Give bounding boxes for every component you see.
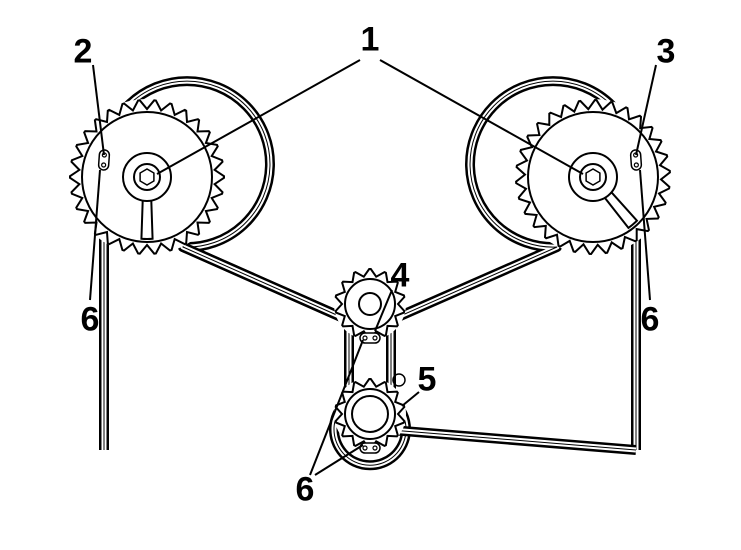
sprocket-cam-left — [69, 99, 225, 255]
sprocket-cam-right — [515, 99, 671, 255]
link-mark — [360, 443, 380, 453]
callout-3: 3 — [657, 33, 676, 72]
callout-6: 6 — [296, 471, 315, 510]
callout-1: 1 — [361, 21, 380, 60]
callout-6: 6 — [81, 301, 100, 340]
callout-6: 6 — [641, 301, 660, 340]
callout-5: 5 — [418, 361, 437, 400]
callout-4: 4 — [391, 257, 410, 296]
callout-2: 2 — [74, 33, 93, 72]
